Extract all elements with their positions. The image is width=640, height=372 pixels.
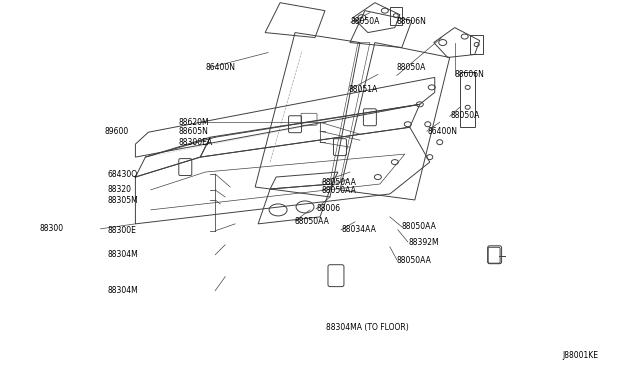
Text: 88034AA: 88034AA [341, 225, 376, 234]
Text: 88050AA: 88050AA [294, 217, 330, 226]
Text: 88304MA (TO FLOOR): 88304MA (TO FLOOR) [326, 323, 409, 332]
Text: 88050AA: 88050AA [402, 222, 436, 231]
Text: J88001KE: J88001KE [563, 351, 598, 360]
Text: 88050AA: 88050AA [322, 178, 356, 187]
Text: 88300EA: 88300EA [178, 138, 212, 147]
Text: 88050A: 88050A [351, 17, 380, 26]
Text: 88050AA: 88050AA [397, 256, 431, 264]
Text: 88605N: 88605N [178, 126, 208, 136]
Text: 88050AA: 88050AA [322, 186, 356, 195]
Text: 88392M: 88392M [408, 238, 439, 247]
Bar [390, 7, 402, 25]
Bar [460, 73, 475, 127]
Bar [470, 35, 483, 54]
Text: 88304M: 88304M [108, 286, 139, 295]
Text: 88050A: 88050A [451, 111, 480, 120]
Text: 88606N: 88606N [397, 17, 426, 26]
Text: 88050A: 88050A [397, 63, 426, 72]
Text: 88300: 88300 [39, 224, 63, 233]
Text: 68430Q: 68430Q [108, 170, 138, 179]
Text: 88006: 88006 [316, 205, 340, 214]
Text: 88606N: 88606N [454, 70, 484, 79]
Text: 86400N: 86400N [205, 63, 235, 72]
Text: 89600: 89600 [104, 126, 129, 136]
Text: 88051A: 88051A [349, 85, 378, 94]
Text: 88320: 88320 [108, 185, 132, 194]
Text: 88305M: 88305M [108, 196, 139, 205]
Text: 88300E: 88300E [108, 226, 137, 235]
Text: 86400N: 86400N [428, 126, 458, 136]
Text: 88620M: 88620M [178, 118, 209, 127]
Text: 88304M: 88304M [108, 250, 139, 259]
